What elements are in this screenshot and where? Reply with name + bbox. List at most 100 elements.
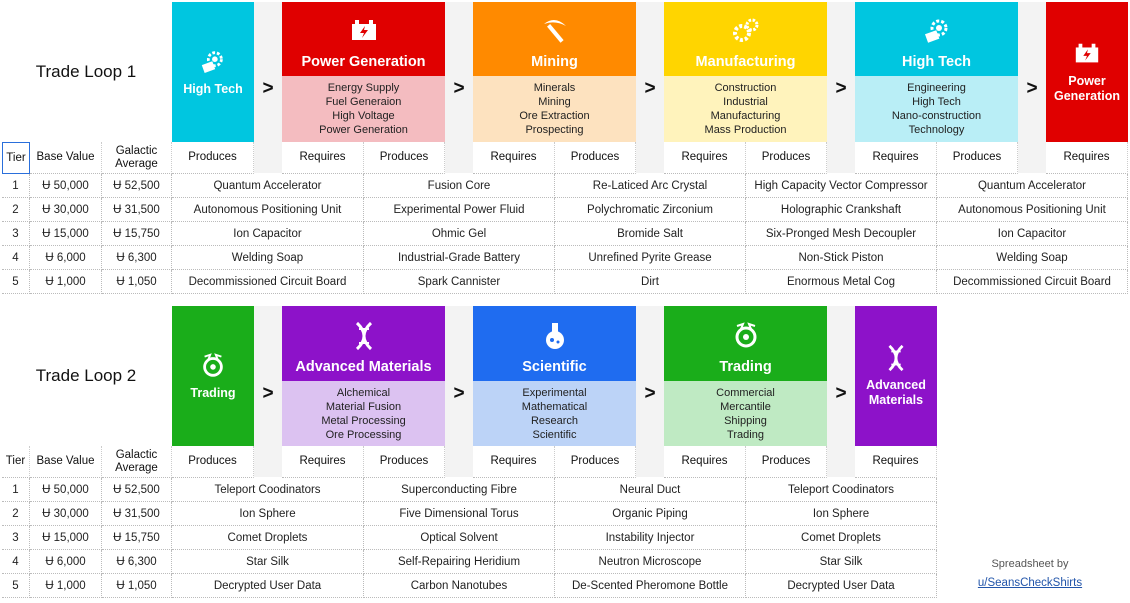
loop1-title: Trade Loop 1 (35, 62, 137, 81)
produces-header: Produces (746, 142, 827, 174)
commodity-cell: Enormous Metal Cog (746, 270, 937, 294)
commodity-cell: Ion Capacitor (172, 222, 364, 246)
commodity-cell: Optical Solvent (364, 526, 555, 550)
commodity-cell: Dirt (555, 270, 746, 294)
subcategory: Shipping (724, 415, 767, 427)
sector-header-scientific: Scientific (473, 306, 636, 381)
tier-cell: 3 (2, 526, 30, 550)
loop2-gap (827, 306, 855, 477)
base-value-cell: Ʉ 1,000 (30, 574, 102, 598)
requires-header: Requires (664, 446, 746, 478)
flow-arrow: > (644, 78, 656, 99)
loop1-gap (636, 2, 664, 173)
sector-title: High Tech (901, 54, 971, 70)
subcategory: Nano-construction (891, 110, 982, 122)
commodity-cell: Instability Injector (555, 526, 746, 550)
commodity-cell: Organic Piping (555, 502, 746, 526)
flow-arrow: > (835, 383, 847, 404)
produces-header: Produces (172, 446, 254, 478)
subcategory: Research (530, 415, 579, 427)
requires-header: Requires (855, 142, 937, 174)
loop2-title: Trade Loop 2 (35, 366, 137, 385)
commodity-cell: Decommissioned Circuit Board (937, 270, 1128, 294)
base-value-header: Base Value (30, 446, 102, 478)
loop1-gap (827, 2, 855, 173)
subcategory: Engineering (907, 82, 966, 94)
commodity-cell: Fusion Core (364, 174, 555, 198)
requires-header: Requires (855, 446, 937, 478)
subcategory: Minerals (533, 82, 576, 94)
commodity-cell: Comet Droplets (172, 526, 364, 550)
loop1-gap (445, 2, 473, 173)
commodity-cell: Comet Droplets (746, 526, 937, 550)
tier-cell: 1 (2, 478, 30, 502)
subcategory: Ore Processing (325, 429, 402, 441)
dna-icon (349, 321, 379, 351)
sector-title: Scientific (522, 359, 587, 375)
dna-icon (882, 344, 910, 372)
subcategory: Fuel Generaion (325, 96, 402, 108)
tier-cell: 4 (2, 550, 30, 574)
commodity-cell: De-Scented Pheromone Bottle (555, 574, 746, 598)
subcategory: Prospecting (525, 124, 584, 136)
tier-header[interactable]: Tier (2, 142, 30, 174)
base-value-cell: Ʉ 15,000 (30, 526, 102, 550)
sector-header-mining: Mining (473, 2, 636, 76)
sector-title: Power Generation (301, 54, 426, 70)
commodity-cell: Welding Soap (937, 246, 1128, 270)
sector-subcategories: Engineering High Tech Nano-construction … (855, 76, 1018, 142)
galactic-average-cell: Ʉ 52,500 (102, 174, 172, 198)
produces-header: Produces (937, 142, 1018, 174)
sector-title: Mining (531, 54, 578, 70)
loop2-gap (636, 306, 664, 477)
commodity-cell: Teleport Coodinators (172, 478, 364, 502)
commodity-cell: Star Silk (746, 550, 937, 574)
commodity-cell: Quantum Accelerator (937, 174, 1128, 198)
commodity-cell: Self-Repairing Heridium (364, 550, 555, 574)
sector-subcategories: Experimental Mathematical Research Scien… (473, 381, 636, 446)
base-value-header: Base Value (30, 142, 102, 174)
credit-link[interactable]: u/SeansCheckShirts (977, 577, 1083, 589)
sector-title: Advanced Materials (295, 359, 432, 375)
galactic-average-cell: Ʉ 6,300 (102, 550, 172, 574)
commodity-cell: Bromide Salt (555, 222, 746, 246)
commodity-cell: Ion Sphere (746, 502, 937, 526)
sector-title: Advanced Materials (866, 378, 926, 407)
subcategory: Mercantile (720, 401, 771, 413)
sector-header-advanced-materials: Advanced Materials (282, 306, 445, 381)
commodity-cell: Welding Soap (172, 246, 364, 270)
subcategory: Material Fusion (325, 401, 402, 413)
tier-cell: 3 (2, 222, 30, 246)
commodity-cell: Holographic Crankshaft (746, 198, 937, 222)
subcategory: Scientific (532, 429, 577, 441)
sector-header-power-generation: Power Generation (282, 2, 445, 76)
tier-cell: 2 (2, 502, 30, 526)
gears-icon (731, 16, 761, 46)
produces-header: Produces (746, 446, 827, 478)
requires-header: Requires (1046, 142, 1128, 174)
commodity-cell: Five Dimensional Torus (364, 502, 555, 526)
tier-cell: 4 (2, 246, 30, 270)
base-value-cell: Ʉ 6,000 (30, 550, 102, 574)
base-value-cell: Ʉ 30,000 (30, 198, 102, 222)
sector-tile-power-generation: Power Generation (1046, 2, 1128, 142)
loop2-gap (254, 306, 282, 477)
sector-header-trading: Trading (664, 306, 827, 381)
tier-cell: 5 (2, 270, 30, 294)
subcategory: Commercial (716, 387, 775, 399)
base-value-cell: Ʉ 50,000 (30, 174, 102, 198)
loop2-gap (445, 306, 473, 477)
sector-subcategories: Alchemical Material Fusion Metal Process… (282, 381, 445, 446)
commodity-cell: Non-Stick Piston (746, 246, 937, 270)
commodity-cell: Superconducting Fibre (364, 478, 555, 502)
sector-subcategories: Construction Industrial Manufacturing Ma… (664, 76, 827, 142)
commodity-cell: Ion Capacitor (937, 222, 1128, 246)
galactic-average-cell: Ʉ 15,750 (102, 526, 172, 550)
subcategory: Energy Supply (327, 82, 400, 94)
credit-label: Spreadsheet by (991, 558, 1069, 570)
flask-icon (540, 321, 570, 351)
sector-tile-advanced-materials: Advanced Materials (855, 306, 937, 446)
flow-arrow: > (835, 78, 847, 99)
base-value-cell: Ʉ 6,000 (30, 246, 102, 270)
produces-header: Produces (172, 142, 254, 174)
